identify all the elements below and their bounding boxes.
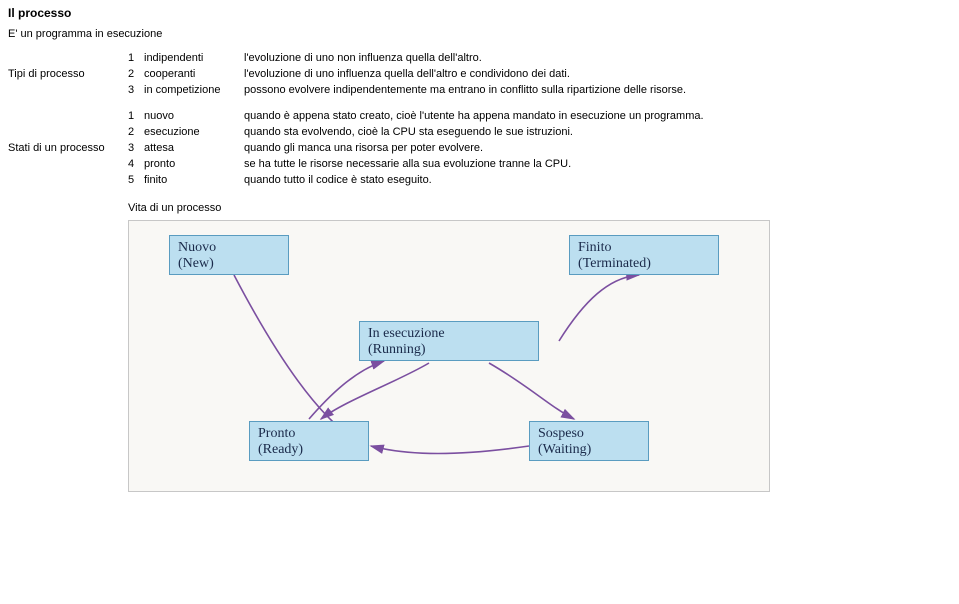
tipi-desc: l'evoluzione di uno influenza quella del… (244, 66, 951, 82)
stati-key: esecuzione (144, 124, 244, 140)
state-sub: (New) (178, 256, 280, 272)
state-pronto: Pronto (Ready) (249, 421, 369, 461)
state-sub: (Running) (368, 342, 530, 358)
state-diagram: Nuovo (New) Finito (Terminated) In esecu… (128, 220, 770, 492)
state-sub: (Ready) (258, 442, 360, 458)
stati-desc: quando gli manca una risorsa per poter e… (244, 140, 951, 156)
stati-key: attesa (144, 140, 244, 156)
state-label: Nuovo (178, 240, 280, 256)
stati-key: pronto (144, 156, 244, 172)
tipi-num: 1 (128, 50, 144, 66)
stati-num: 4 (128, 156, 144, 172)
state-sospeso: Sospeso (Waiting) (529, 421, 649, 461)
state-finito: Finito (Terminated) (569, 235, 719, 275)
stati-num: 1 (128, 108, 144, 124)
tipi-desc: l'evoluzione di uno non influenza quella… (244, 50, 951, 66)
state-label: Sospeso (538, 426, 640, 442)
state-running: In esecuzione (Running) (359, 321, 539, 361)
stati-desc: quando è appena stato creato, cioè l'ute… (244, 108, 951, 124)
stati-desc: quando tutto il codice è stato eseguito. (244, 172, 951, 188)
tipi-block: 1 indipendenti l'evoluzione di uno non i… (8, 50, 951, 98)
stati-desc: se ha tutte le risorse necessarie alla s… (244, 156, 951, 172)
stati-key: nuovo (144, 108, 244, 124)
stati-num: 5 (128, 172, 144, 188)
tipi-num: 3 (128, 82, 144, 98)
state-label: Pronto (258, 426, 360, 442)
stati-label: Stati di un processo (8, 140, 128, 156)
page-title: Il processo (8, 6, 951, 20)
state-label: In esecuzione (368, 326, 530, 342)
stati-num: 3 (128, 140, 144, 156)
stati-num: 2 (128, 124, 144, 140)
intro-text: E' un programma in esecuzione (8, 28, 951, 40)
tipi-key: in competizione (144, 82, 244, 98)
tipi-num: 2 (128, 66, 144, 82)
state-sub: (Waiting) (538, 442, 640, 458)
tipi-key: cooperanti (144, 66, 244, 82)
tipi-desc: possono evolvere indipendentemente ma en… (244, 82, 951, 98)
stati-block: 1 nuovo quando è appena stato creato, ci… (8, 108, 951, 188)
vita-caption: Vita di un processo (128, 202, 951, 214)
tipi-key: indipendenti (144, 50, 244, 66)
state-nuovo: Nuovo (New) (169, 235, 289, 275)
state-label: Finito (578, 240, 710, 256)
state-sub: (Terminated) (578, 256, 710, 272)
stati-key: finito (144, 172, 244, 188)
stati-desc: quando sta evolvendo, cioè la CPU sta es… (244, 124, 951, 140)
tipi-label: Tipi di processo (8, 66, 128, 82)
